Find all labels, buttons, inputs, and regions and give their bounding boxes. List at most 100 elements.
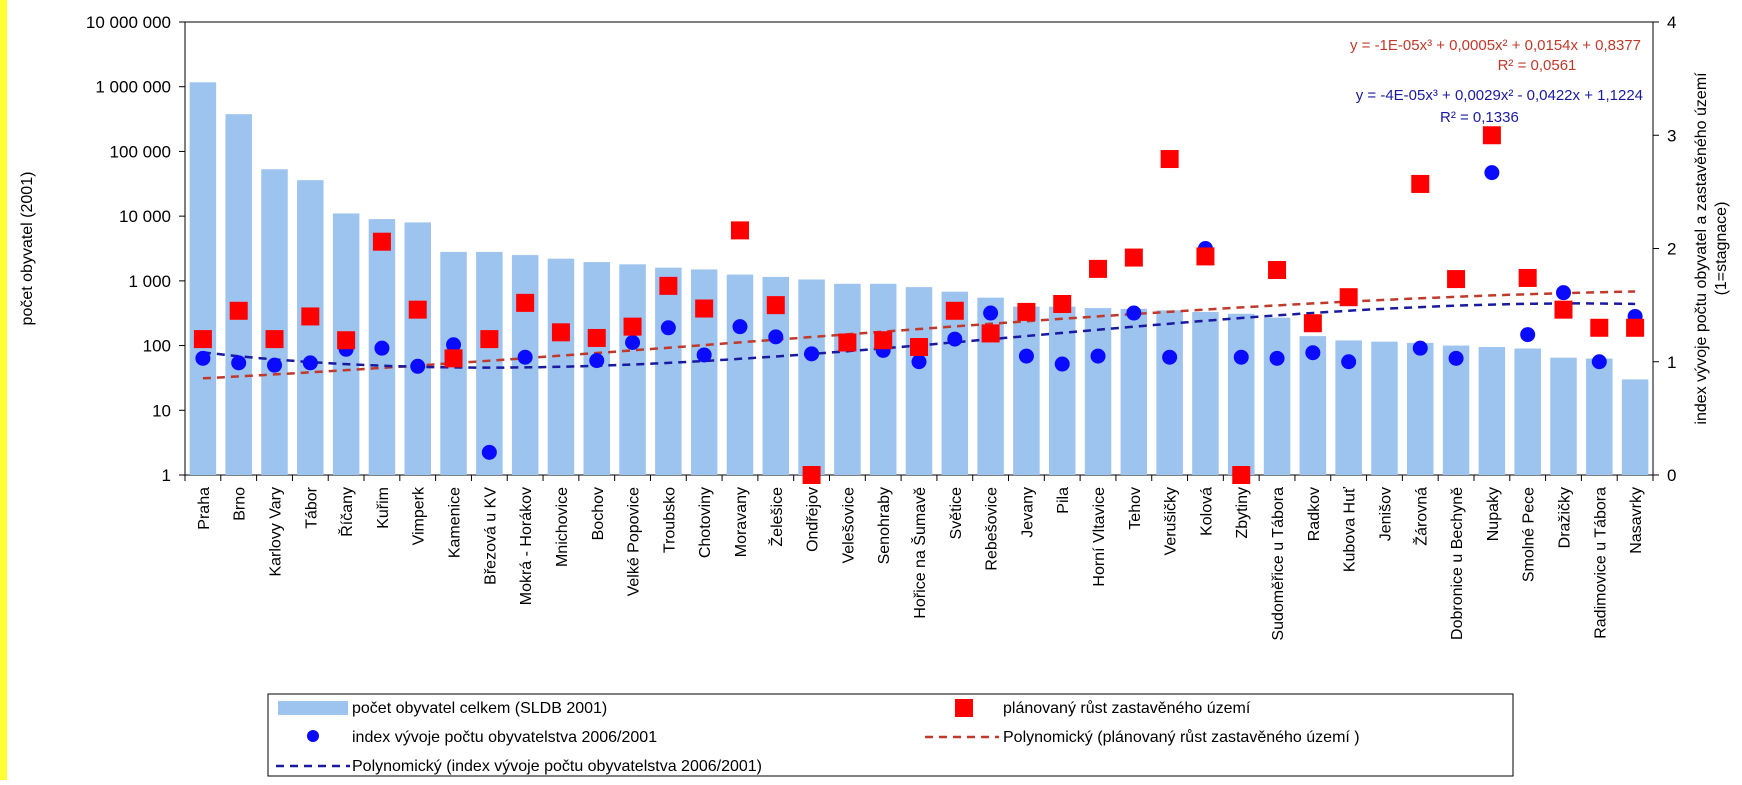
bar-39 xyxy=(1586,358,1613,475)
bar-15 xyxy=(726,274,754,475)
x-tick-label-17: Ondřejov xyxy=(805,487,822,552)
x-tick-label-12: Velké Popovice xyxy=(626,487,643,597)
index-point-23 xyxy=(1018,348,1034,364)
trend-equations: y = -1E-05x³ + 0,0005x² + 0,0154x + 0,83… xyxy=(1350,37,1643,126)
growth-point-39 xyxy=(1590,318,1609,337)
legend-label-index: index vývoje počtu obyvatelstva 2006/200… xyxy=(352,729,657,746)
index-point-27 xyxy=(1162,349,1178,365)
growth-point-37 xyxy=(1518,268,1537,287)
index-point-21 xyxy=(947,331,963,347)
x-tick-label-13: Troubsko xyxy=(661,487,678,553)
growth-point-1 xyxy=(229,301,248,320)
legend: počet obyvatel celkem (SLDB 2001) plánova… xyxy=(267,693,1514,777)
bar-40 xyxy=(1621,379,1649,475)
x-tick-label-38: Dražičky xyxy=(1556,487,1573,548)
y-left-tick-label-4: 10 000 xyxy=(119,207,171,226)
index-point-9 xyxy=(517,349,533,365)
x-tick-label-34: Žárovná xyxy=(1411,487,1430,546)
y-left-tick-label-3: 1 000 xyxy=(128,272,171,291)
bar-series xyxy=(189,82,1649,476)
bar-9 xyxy=(511,255,539,475)
growth-point-28 xyxy=(1196,247,1215,266)
index-point-29 xyxy=(1233,349,1249,365)
x-tick-label-16: Želešice xyxy=(767,487,786,547)
growth-point-14 xyxy=(695,299,714,318)
x-tick-label-39: Radimovice u Tábora xyxy=(1592,487,1609,639)
index-point-31 xyxy=(1305,345,1321,361)
x-tick-label-33: Jenišov xyxy=(1377,487,1394,541)
y-right-tick-label-1: 1 xyxy=(1667,353,1676,372)
trend-index-equation: y = -4E-05x³ + 0,0029x² - 0,0422x + 1,12… xyxy=(1356,87,1643,104)
growth-point-6 xyxy=(408,300,427,319)
trend-index-r2: R² = 0,1336 xyxy=(1440,109,1519,126)
bar-35 xyxy=(1442,345,1470,475)
bar-19 xyxy=(869,283,897,475)
bar-33 xyxy=(1371,341,1398,475)
x-tick-label-3: Tábor xyxy=(303,486,320,528)
trend-growth-equation: y = -1E-05x³ + 0,0005x² + 0,0154x + 0,83… xyxy=(1350,37,1641,54)
growth-point-4 xyxy=(337,331,356,350)
bar-3 xyxy=(297,180,324,475)
index-point-14 xyxy=(696,347,712,363)
bar-17 xyxy=(798,279,825,475)
legend-swatch-bars xyxy=(278,701,348,715)
bar-24 xyxy=(1048,306,1076,475)
x-tick-label-28: Kolová xyxy=(1198,487,1215,536)
bar-30 xyxy=(1263,317,1291,475)
growth-point-16 xyxy=(766,296,785,315)
index-point-2 xyxy=(267,357,283,373)
x-tick-label-29: Zbytiny xyxy=(1234,487,1251,539)
x-tick-label-14: Chotoviny xyxy=(697,487,714,558)
index-point-11 xyxy=(589,353,605,369)
growth-point-12 xyxy=(623,317,642,336)
y-right-tick-label-3: 3 xyxy=(1667,126,1676,145)
bar-37 xyxy=(1514,348,1541,475)
bar-21 xyxy=(941,291,969,475)
x-tick-label-35: Dobronice u Bechyně xyxy=(1449,487,1466,640)
growth-point-8 xyxy=(480,330,499,349)
x-tick-label-5: Kuřim xyxy=(375,487,392,529)
growth-point-13 xyxy=(659,276,678,295)
x-tick-label-36: Nupaky xyxy=(1485,487,1502,541)
x-tick-label-18: Velešovice xyxy=(840,487,857,564)
bar-23 xyxy=(1013,306,1040,475)
y-left-axis-title: počet obyvatel (2001) xyxy=(19,172,36,326)
y-right-tick-label-2: 2 xyxy=(1667,240,1676,259)
growth-point-21 xyxy=(945,301,964,320)
growth-point-7 xyxy=(444,349,463,368)
index-point-22 xyxy=(983,305,999,321)
x-tick-label-2: Karlovy Vary xyxy=(268,487,285,577)
bar-38 xyxy=(1550,357,1577,475)
x-tick-label-20: Hořice na Šumavě xyxy=(910,487,929,619)
bar-34 xyxy=(1407,342,1434,475)
bar-25 xyxy=(1084,308,1112,475)
growth-point-27 xyxy=(1160,150,1179,169)
legend-swatch-growth xyxy=(955,699,973,717)
bar-27 xyxy=(1156,310,1183,475)
growth-point-18 xyxy=(838,333,857,352)
legend-label-bars: počet obyvatel celkem (SLDB 2001) xyxy=(352,700,607,717)
x-tick-label-40: Nasavrky xyxy=(1628,487,1645,554)
left-edge-strip xyxy=(0,0,7,780)
y-left-tick-label-1: 10 xyxy=(152,401,171,420)
index-point-36 xyxy=(1484,165,1500,181)
index-point-1 xyxy=(231,355,247,371)
bar-13 xyxy=(655,267,682,475)
growth-point-40 xyxy=(1626,318,1645,337)
index-point-38 xyxy=(1555,285,1571,301)
trend-growth-r2: R² = 0,0561 xyxy=(1498,57,1577,74)
bar-18 xyxy=(834,283,861,475)
y-left-tick-label-0: 1 xyxy=(162,466,171,485)
legend-label-trend-index: Polynomický (index vývoje počtu obyvatel… xyxy=(352,758,762,775)
growth-point-3 xyxy=(301,307,320,326)
legend-box xyxy=(267,693,1514,777)
legend-label-trend-growth: Polynomický (plánovaný růst zastavěného … xyxy=(1003,728,1360,746)
index-point-0 xyxy=(195,350,211,366)
x-tick-label-32: Kubova Huť xyxy=(1342,486,1359,572)
x-tick-label-11: Bochov xyxy=(590,487,607,540)
growth-point-32 xyxy=(1339,288,1358,307)
y-right-axis-title-line-2: (1=stagnace) xyxy=(1713,202,1730,296)
x-tick-label-0: Praha xyxy=(196,487,213,530)
